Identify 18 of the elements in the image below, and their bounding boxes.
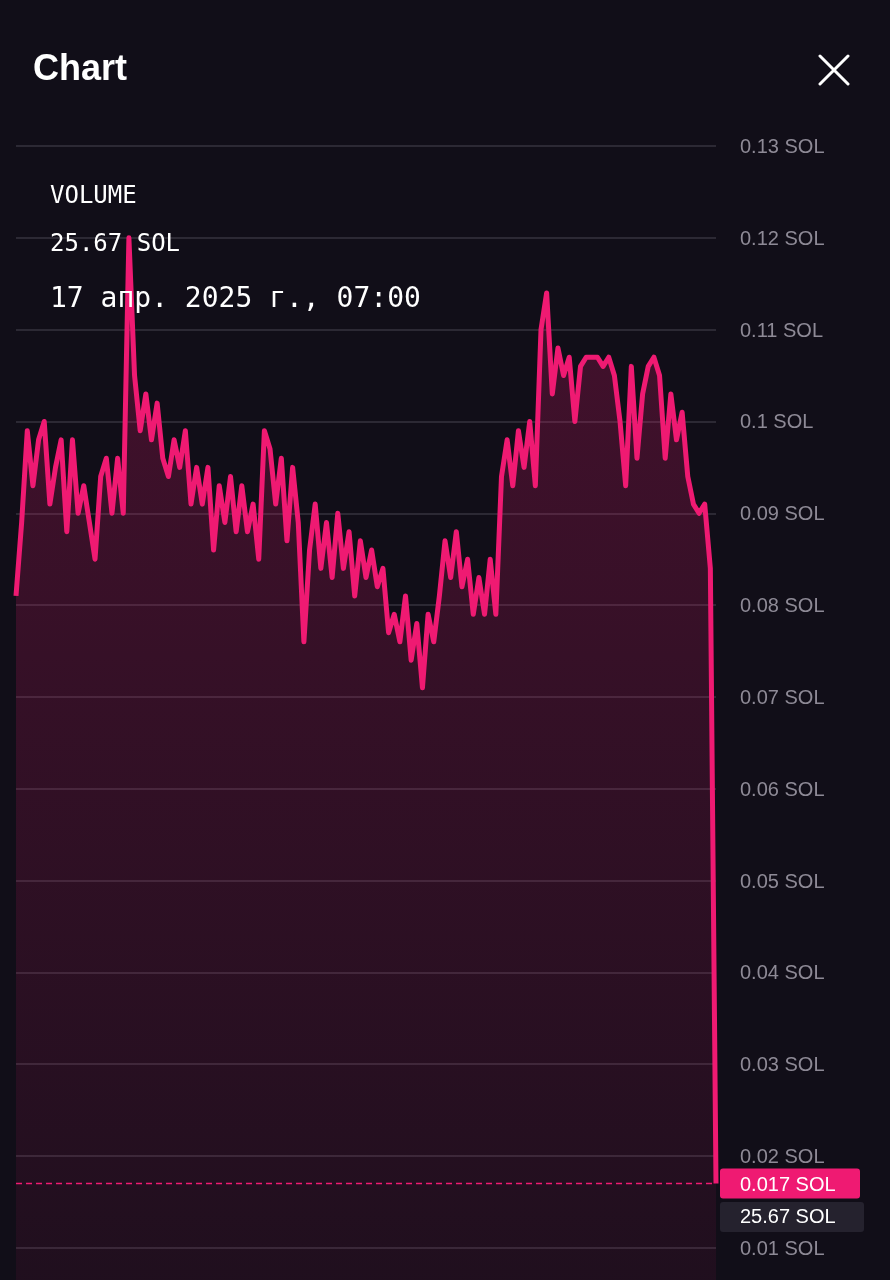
y-tick-label: 0.03 SOL [740, 1053, 825, 1076]
chart-title: Chart [33, 46, 128, 90]
annotation: VOLUME [50, 181, 137, 209]
y-tick-label: 0.13 SOL [740, 135, 825, 157]
ref-line-label: 0.017 SOL [740, 1172, 836, 1195]
y-tick-label: 0.09 SOL [740, 502, 825, 525]
y-tick-label: 0.1 SOL [740, 410, 814, 433]
y-tick-label: 0.07 SOL [740, 685, 825, 708]
y-tick-label: 0.05 SOL [740, 869, 825, 892]
y-tick-label: 0.11 SOL [740, 318, 824, 341]
text: 25.67 SOL [740, 1205, 836, 1227]
y-tick-label: 0.01 SOL [740, 1236, 825, 1259]
annotation: 25.67 SOL [50, 229, 181, 257]
y-tick-label: 0.08 SOL [740, 594, 825, 617]
y-tick-label: 0.04 SOL [740, 961, 825, 984]
y-tick-label: 0.12 SOL [740, 226, 825, 249]
y-tick-label: 0.02 SOL [740, 1145, 825, 1168]
y-tick-label: 0.06 SOL [740, 777, 825, 800]
